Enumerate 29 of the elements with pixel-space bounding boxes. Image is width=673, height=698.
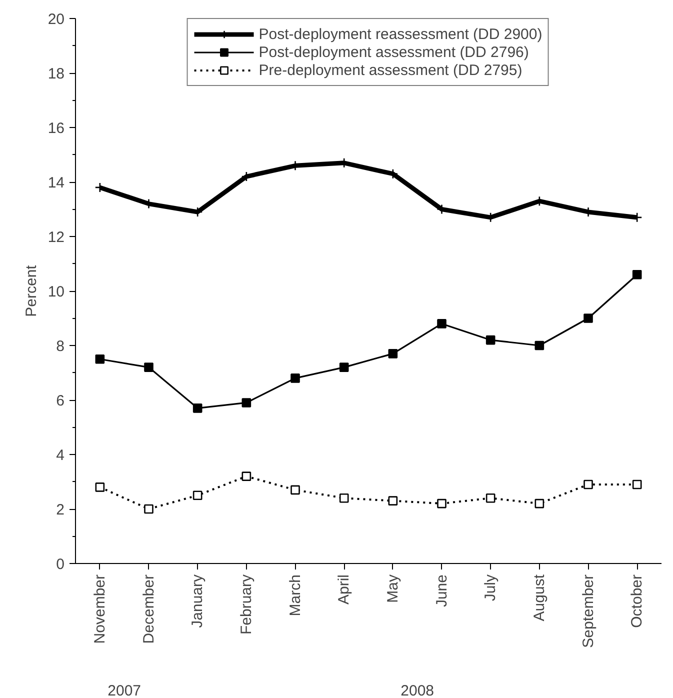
x-tick-label: September <box>580 574 597 648</box>
y-tick-label: 16 <box>48 120 65 137</box>
x-tick-label: October <box>628 574 646 628</box>
y-tick-label: 2 <box>56 502 64 518</box>
y-tick-label: 14 <box>48 174 65 192</box>
y-tick-label: 4 <box>56 447 64 464</box>
x-tick-label: July <box>482 574 500 602</box>
y-tick-label: 10 <box>48 284 65 300</box>
text: 2007 <box>108 682 142 698</box>
y-axis-title: Percent <box>22 264 40 317</box>
y-tick-label: 8 <box>56 338 64 355</box>
y-tick-label: 18 <box>48 66 65 82</box>
x-tick-label: June <box>433 574 450 608</box>
legend-label: Post-deployment assessment (DD 2796) <box>258 43 529 61</box>
x-tick-label: February <box>238 574 255 635</box>
x-tick-label: April <box>336 574 353 605</box>
legend-label: Post-deployment reassessment (DD 2900) <box>258 25 542 43</box>
y-tick-label: 20 <box>48 11 65 28</box>
x-tick-label: November <box>91 574 108 644</box>
legend-label: Pre-deployment assessment (DD 2795) <box>258 61 522 79</box>
y-tick-label: 0 <box>56 556 64 573</box>
x-tick-label: May <box>384 574 402 603</box>
text: 2008 <box>400 682 434 698</box>
x-tick-label: January <box>189 574 206 628</box>
y-tick-label: 6 <box>56 392 64 410</box>
y-tick-label: 12 <box>48 229 65 246</box>
x-tick-label: August <box>530 574 548 622</box>
x-tick-label: December <box>140 574 158 644</box>
x-tick-label: March <box>286 574 304 616</box>
